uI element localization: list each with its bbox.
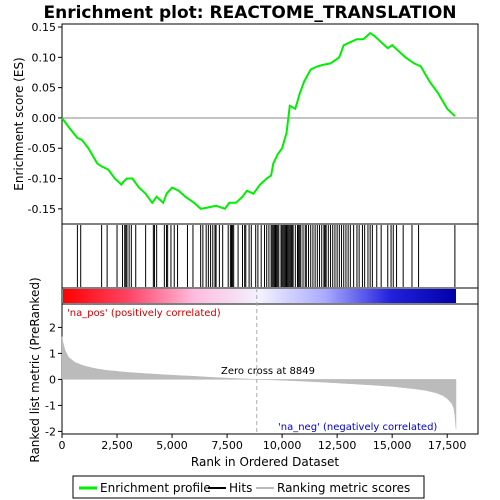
x-tick-label: 5,000	[156, 439, 188, 452]
x-tick-label: 17,500	[428, 439, 467, 452]
x-tick-label: 2,500	[101, 439, 133, 452]
x-axis-ticks: 0 2,500 5,000 7,500 10,000 12,500 15,000 17,500	[59, 434, 467, 452]
hits-panel	[61, 223, 479, 289]
legend: Enrichment profile Hits Ranking metric s…	[72, 475, 425, 499]
hit-lines	[76, 225, 456, 287]
es-y-tick-label: -0.15	[28, 203, 56, 216]
es-y-tick-label: 0.10	[32, 51, 57, 64]
neg-correlated-label: 'na_neg' (negatively correlated)	[278, 422, 437, 433]
enrichment-panel: -0.15 -0.10 -0.05 0.00 0.05 0.10 0.15 Enrichme…	[12, 21, 479, 225]
es-y-tick-label: 0.00	[32, 112, 57, 125]
ranking-y-axis-label: Ranked list metric (PreRanked)	[28, 277, 42, 462]
ranking-panel: -2 -1 0 1 2 'na_pos' (positively correlated)…	[28, 277, 479, 463]
enrichment-profile-line	[61, 31, 456, 210]
es-y-tick-label: 0.15	[32, 21, 57, 34]
x-tick-label: 0	[59, 439, 66, 452]
es-y-tick-label: -0.10	[28, 173, 56, 186]
zero-cross-label: Zero cross at 8849	[221, 366, 315, 377]
rank-y-tick-label: 0	[49, 373, 56, 386]
enrichment-panel-frame	[61, 23, 479, 225]
es-y-tick-label: -0.05	[28, 142, 56, 155]
x-tick-label: 10,000	[263, 439, 302, 452]
legend-enrichment-label: Enrichment profile	[100, 481, 211, 495]
legend-ranking-label: Ranking metric scores	[277, 481, 410, 495]
legend-hits-label: Hits	[229, 481, 252, 495]
enrichment-y-ticks: -0.15 -0.10 -0.05 0.00 0.05 0.10 0.15	[28, 21, 62, 216]
rank-y-tick-label: 1	[49, 347, 56, 360]
rank-colorbar	[61, 287, 479, 305]
rank-y-tick-label: -2	[45, 425, 56, 438]
colorbar-gradient	[63, 289, 456, 303]
legend-frame	[72, 475, 425, 499]
rank-y-tick-label: -1	[45, 399, 56, 412]
enrichment-y-axis-label: Enrichment score (ES)	[12, 57, 26, 190]
chart-title: Enrichment plot: REACTOME_TRANSLATION	[43, 3, 456, 23]
ranking-y-ticks: -2 -1 0 1 2	[45, 321, 62, 438]
x-tick-label: 7,500	[211, 439, 243, 452]
x-tick-label: 15,000	[373, 439, 412, 452]
ranking-metric-area	[61, 336, 457, 429]
x-axis-label: Rank in Ordered Dataset	[191, 455, 339, 469]
pos-correlated-label: 'na_pos' (positively correlated)	[67, 308, 221, 319]
rank-y-tick-label: 2	[49, 321, 56, 334]
es-y-tick-label: 0.05	[32, 82, 57, 95]
x-tick-label: 12,500	[318, 439, 357, 452]
